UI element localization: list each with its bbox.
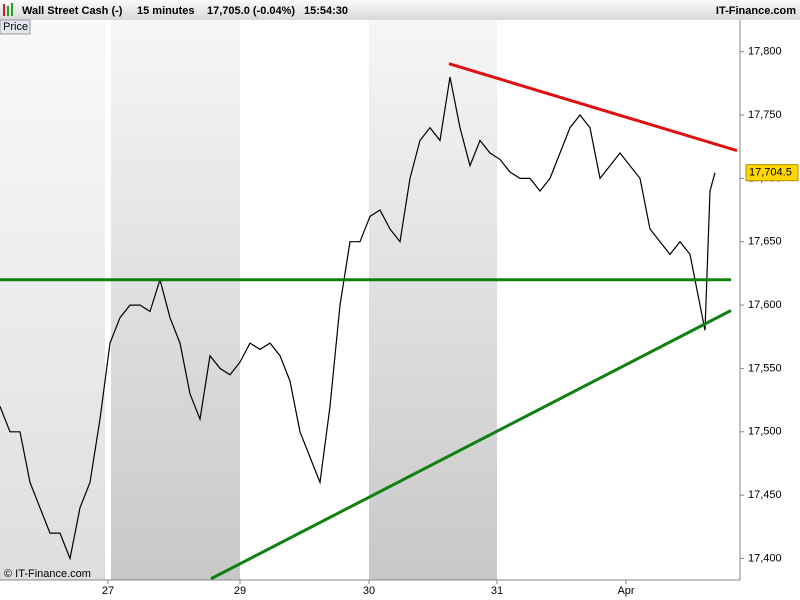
logo	[11, 3, 13, 16]
y-tick-label: 17,750	[748, 109, 782, 121]
header-bar	[0, 0, 800, 20]
session-band	[0, 20, 105, 580]
quote: 17,705.0 (-0.04%)	[207, 5, 295, 17]
price-line	[0, 76, 716, 561]
y-tick-label: 17,550	[748, 362, 782, 374]
x-tick-label: Apr	[617, 585, 634, 597]
y-tick-label: 17,650	[748, 236, 782, 248]
current-price-label: 17,704.5	[749, 167, 792, 179]
x-tick-label: 31	[491, 585, 503, 597]
logo	[7, 6, 9, 16]
panel-label-box	[0, 19, 31, 35]
logo	[3, 4, 5, 16]
y-tick-label: 17,600	[748, 299, 782, 311]
time: 15:54:30	[304, 5, 348, 17]
x-tick-label: 29	[234, 585, 246, 597]
current-price-box	[745, 164, 799, 182]
copyright: © IT-Finance.com	[4, 568, 91, 580]
y-tick-label: 17,500	[748, 426, 782, 438]
x-tick-label: 30	[363, 585, 375, 597]
session-band	[369, 20, 497, 580]
brand: IT-Finance.com	[716, 5, 796, 17]
trend-line	[448, 62, 738, 153]
interval: 15 minutes	[137, 5, 194, 17]
instrument: Wall Street Cash (-)	[22, 5, 123, 17]
session-band	[111, 20, 240, 580]
y-tick-label: 17,400	[748, 552, 782, 564]
trend-line	[210, 309, 732, 581]
panel-label: Price	[3, 21, 28, 33]
y-tick-label: 17,450	[748, 489, 782, 501]
y-tick-label: 17,800	[748, 46, 782, 58]
x-tick-label: 27	[102, 585, 114, 597]
